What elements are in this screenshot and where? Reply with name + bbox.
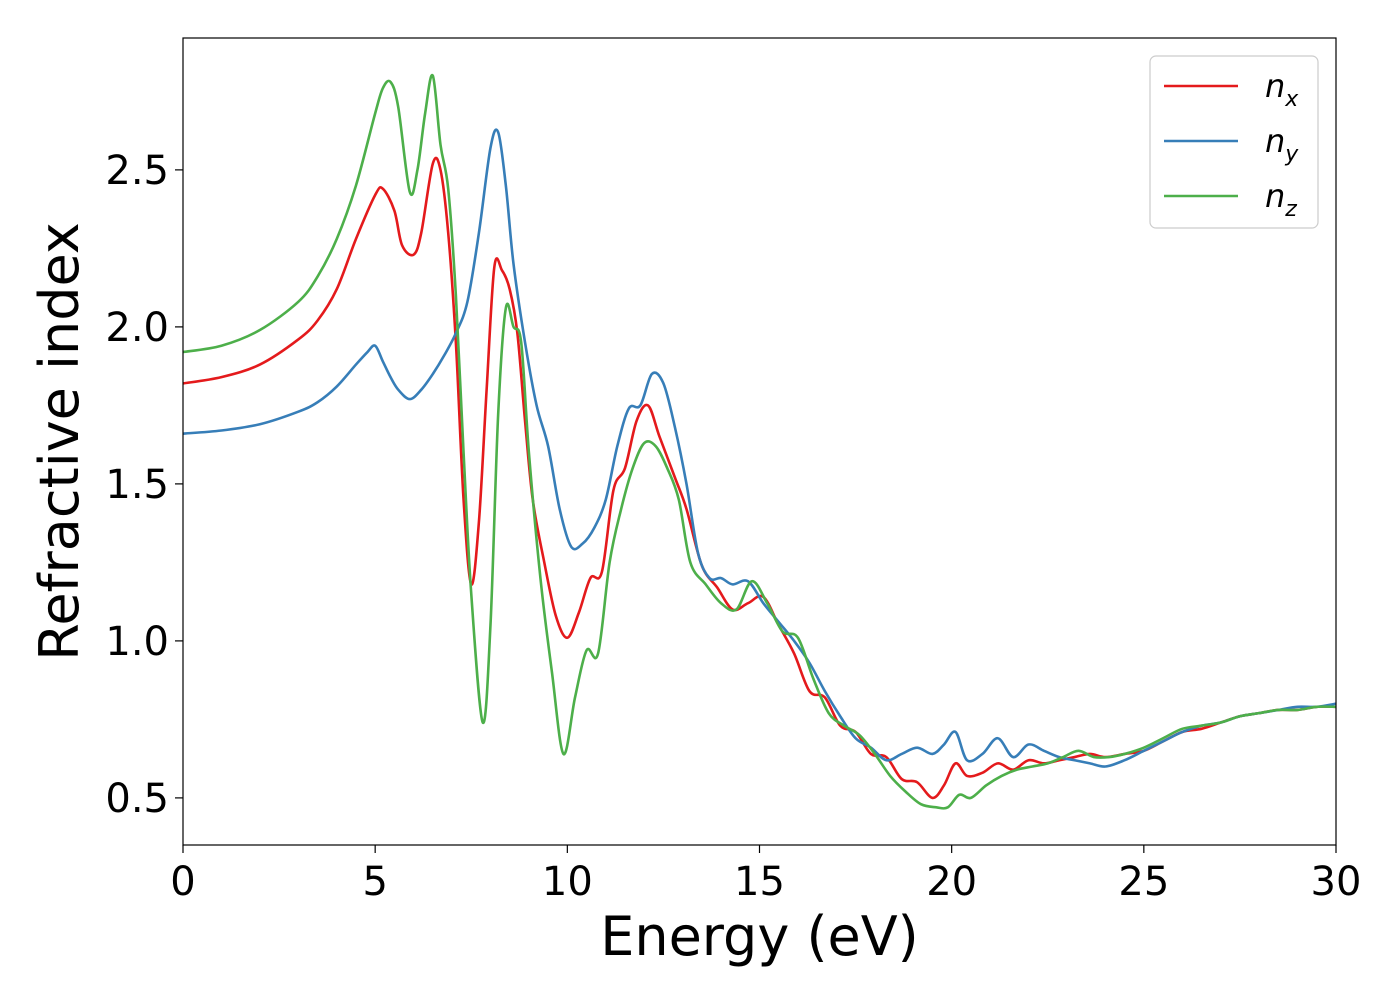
legend-label-subscript: x <box>1284 87 1299 112</box>
x-tick-label: 25 <box>1118 859 1169 905</box>
y-axis-title: Refractive index <box>28 222 91 661</box>
x-tick-label: 20 <box>926 859 977 905</box>
y-axis-ticks: 0.5 1.0 1.5 2.0 2.5 <box>105 148 183 822</box>
legend-label-main: n <box>1265 122 1285 160</box>
series-line-z <box>183 73 1336 810</box>
legend-label-subscript: y <box>1284 142 1299 167</box>
series-line-x <box>183 156 1336 800</box>
x-axis-title: Energy (eV) <box>600 905 919 968</box>
legend-label-z: nz <box>1265 177 1297 222</box>
x-tick-label: 10 <box>542 859 593 905</box>
x-tick-label: 0 <box>170 859 195 905</box>
x-tick-label: 15 <box>734 859 785 905</box>
series-layer <box>183 73 1336 810</box>
legend-label-main: n <box>1265 177 1285 215</box>
y-tick-label: 0.5 <box>105 776 169 822</box>
series-line-y <box>183 128 1336 768</box>
x-tick-label: 5 <box>362 859 387 905</box>
legend-label-x: nx <box>1265 67 1299 112</box>
x-axis-ticks: 0 5 10 15 20 25 30 <box>170 845 1361 905</box>
x-tick-label: 30 <box>1311 859 1362 905</box>
legend-label-y: ny <box>1265 122 1299 167</box>
y-tick-label: 1.5 <box>105 462 169 508</box>
y-tick-label: 1.0 <box>105 619 169 665</box>
y-tick-label: 2.5 <box>105 148 169 194</box>
legend-label-subscript: z <box>1284 197 1297 222</box>
legend-label-main: n <box>1265 67 1285 105</box>
y-tick-label: 2.0 <box>105 305 169 351</box>
